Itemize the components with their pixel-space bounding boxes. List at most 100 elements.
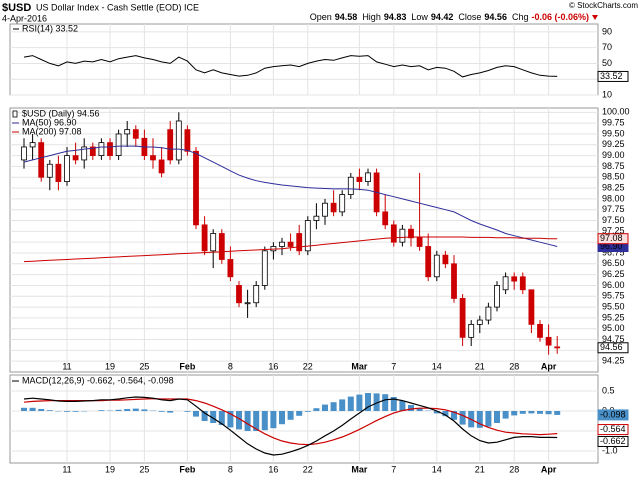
line	[23, 397, 558, 446]
histogram-bar	[98, 410, 105, 411]
candle-body	[193, 150, 199, 226]
y-tick-label: 98.25	[602, 182, 625, 192]
histogram-bar	[416, 408, 423, 411]
candle-body	[330, 202, 337, 213]
histogram-bar	[132, 408, 139, 411]
y-tick-label: 100.00	[602, 107, 630, 117]
candle-body	[545, 336, 552, 346]
candle-body	[98, 142, 105, 157]
moving-average	[23, 236, 558, 263]
candle-body	[115, 133, 122, 157]
x-tick-label: 14	[432, 361, 442, 371]
candle-body	[55, 163, 62, 182]
histogram-bar	[313, 408, 320, 411]
x-tick-label: 21	[475, 464, 485, 474]
line	[23, 55, 558, 78]
y-tick-label: -1.0	[602, 445, 618, 455]
histogram-bar	[253, 411, 260, 431]
x-tick-label: 11	[62, 464, 71, 474]
candle-body	[46, 163, 53, 178]
histogram-bar	[365, 393, 371, 411]
x-tick-label: 16	[268, 361, 278, 371]
x-tick-label: 22	[303, 361, 313, 371]
candle-body	[511, 276, 518, 282]
candle-body	[150, 155, 156, 161]
last-value-label: -0.662	[600, 436, 626, 446]
x-tick-label: 22	[303, 464, 313, 474]
candle-body	[227, 259, 234, 278]
y-tick-label: 95.25	[602, 312, 625, 322]
last-value-box	[597, 233, 629, 245]
quote-value: 94.83	[384, 12, 407, 22]
candle-body	[408, 228, 414, 239]
histogram-bar	[38, 409, 45, 411]
legend-swatch	[12, 110, 18, 118]
histogram-bar	[347, 396, 354, 411]
histogram-bar	[227, 411, 234, 428]
last-value-box	[597, 409, 629, 421]
histogram-bar	[451, 411, 457, 420]
histogram-bar	[261, 411, 268, 431]
y-tick-label: 90	[602, 26, 612, 36]
histogram-bar	[29, 407, 36, 411]
y-tick-label: 96.75	[602, 247, 625, 257]
y-tick-label: 94.75	[602, 334, 625, 344]
histogram-bar	[373, 393, 380, 411]
candle-body	[502, 276, 509, 291]
last-value-box	[597, 424, 629, 436]
candle-body	[201, 224, 208, 252]
histogram-bar	[485, 411, 492, 427]
histogram-bar	[330, 402, 337, 411]
candle-body	[304, 220, 311, 252]
candle-body	[279, 241, 285, 247]
x-tick-label: 16	[268, 464, 278, 474]
histogram-bar	[46, 410, 53, 411]
x-tick-label: 21	[475, 361, 485, 371]
candle-body	[365, 172, 371, 182]
candle-body	[494, 285, 500, 308]
y-tick-label: 95.75	[602, 291, 625, 301]
candle-body	[399, 228, 406, 243]
histogram-bar	[399, 401, 406, 411]
candle-body	[519, 276, 526, 291]
candle-body	[468, 323, 475, 338]
quote-label: Open	[310, 12, 332, 22]
y-tick-label: 95.00	[602, 323, 625, 333]
quote-value: 94.56	[484, 12, 507, 22]
histogram-bar	[64, 411, 70, 412]
y-tick-label: 50	[602, 58, 612, 68]
last-value-label: 96.90	[600, 241, 623, 251]
histogram-bar	[115, 409, 122, 411]
candle-body	[218, 233, 225, 260]
x-tick-label: Feb	[179, 361, 196, 371]
candle-body	[442, 254, 449, 265]
y-tick-label: 96.00	[602, 280, 625, 290]
candle-body	[554, 346, 561, 349]
histogram-bar	[528, 411, 535, 414]
y-tick-label: 96.25	[602, 269, 625, 279]
x-tick-label: 7	[391, 361, 396, 371]
histogram-bar	[296, 411, 303, 416]
histogram-bar	[141, 409, 148, 411]
credit: © StockCharts.com	[569, 1, 638, 10]
legend-label: MACD(12,26,9) -0.662, -0.564, -0.098	[22, 375, 174, 385]
histogram-bar	[511, 411, 518, 416]
last-value-box	[597, 70, 629, 82]
histogram-bar	[545, 411, 552, 415]
y-tick-label: 97.75	[602, 204, 625, 214]
quote: Open 94.58 High 94.83 Low 94.42 Close 94.56 Chg -…	[310, 12, 589, 22]
histogram-bar	[356, 394, 363, 411]
title: US Dollar Index - Cash Settle (EOD) ICE	[36, 2, 199, 12]
y-tick-label: 98.00	[602, 193, 625, 203]
moving-average	[23, 145, 558, 247]
histogram-bar	[390, 397, 397, 411]
candle-body	[253, 285, 260, 304]
histogram-bar	[537, 411, 543, 414]
x-tick-label: Mar	[351, 464, 368, 474]
y-tick-label: 99.75	[602, 118, 625, 128]
histogram-bar	[304, 411, 311, 412]
candle-body	[29, 142, 36, 148]
y-tick-label: 95.50	[602, 301, 625, 311]
y-tick-label: 70	[602, 42, 612, 52]
